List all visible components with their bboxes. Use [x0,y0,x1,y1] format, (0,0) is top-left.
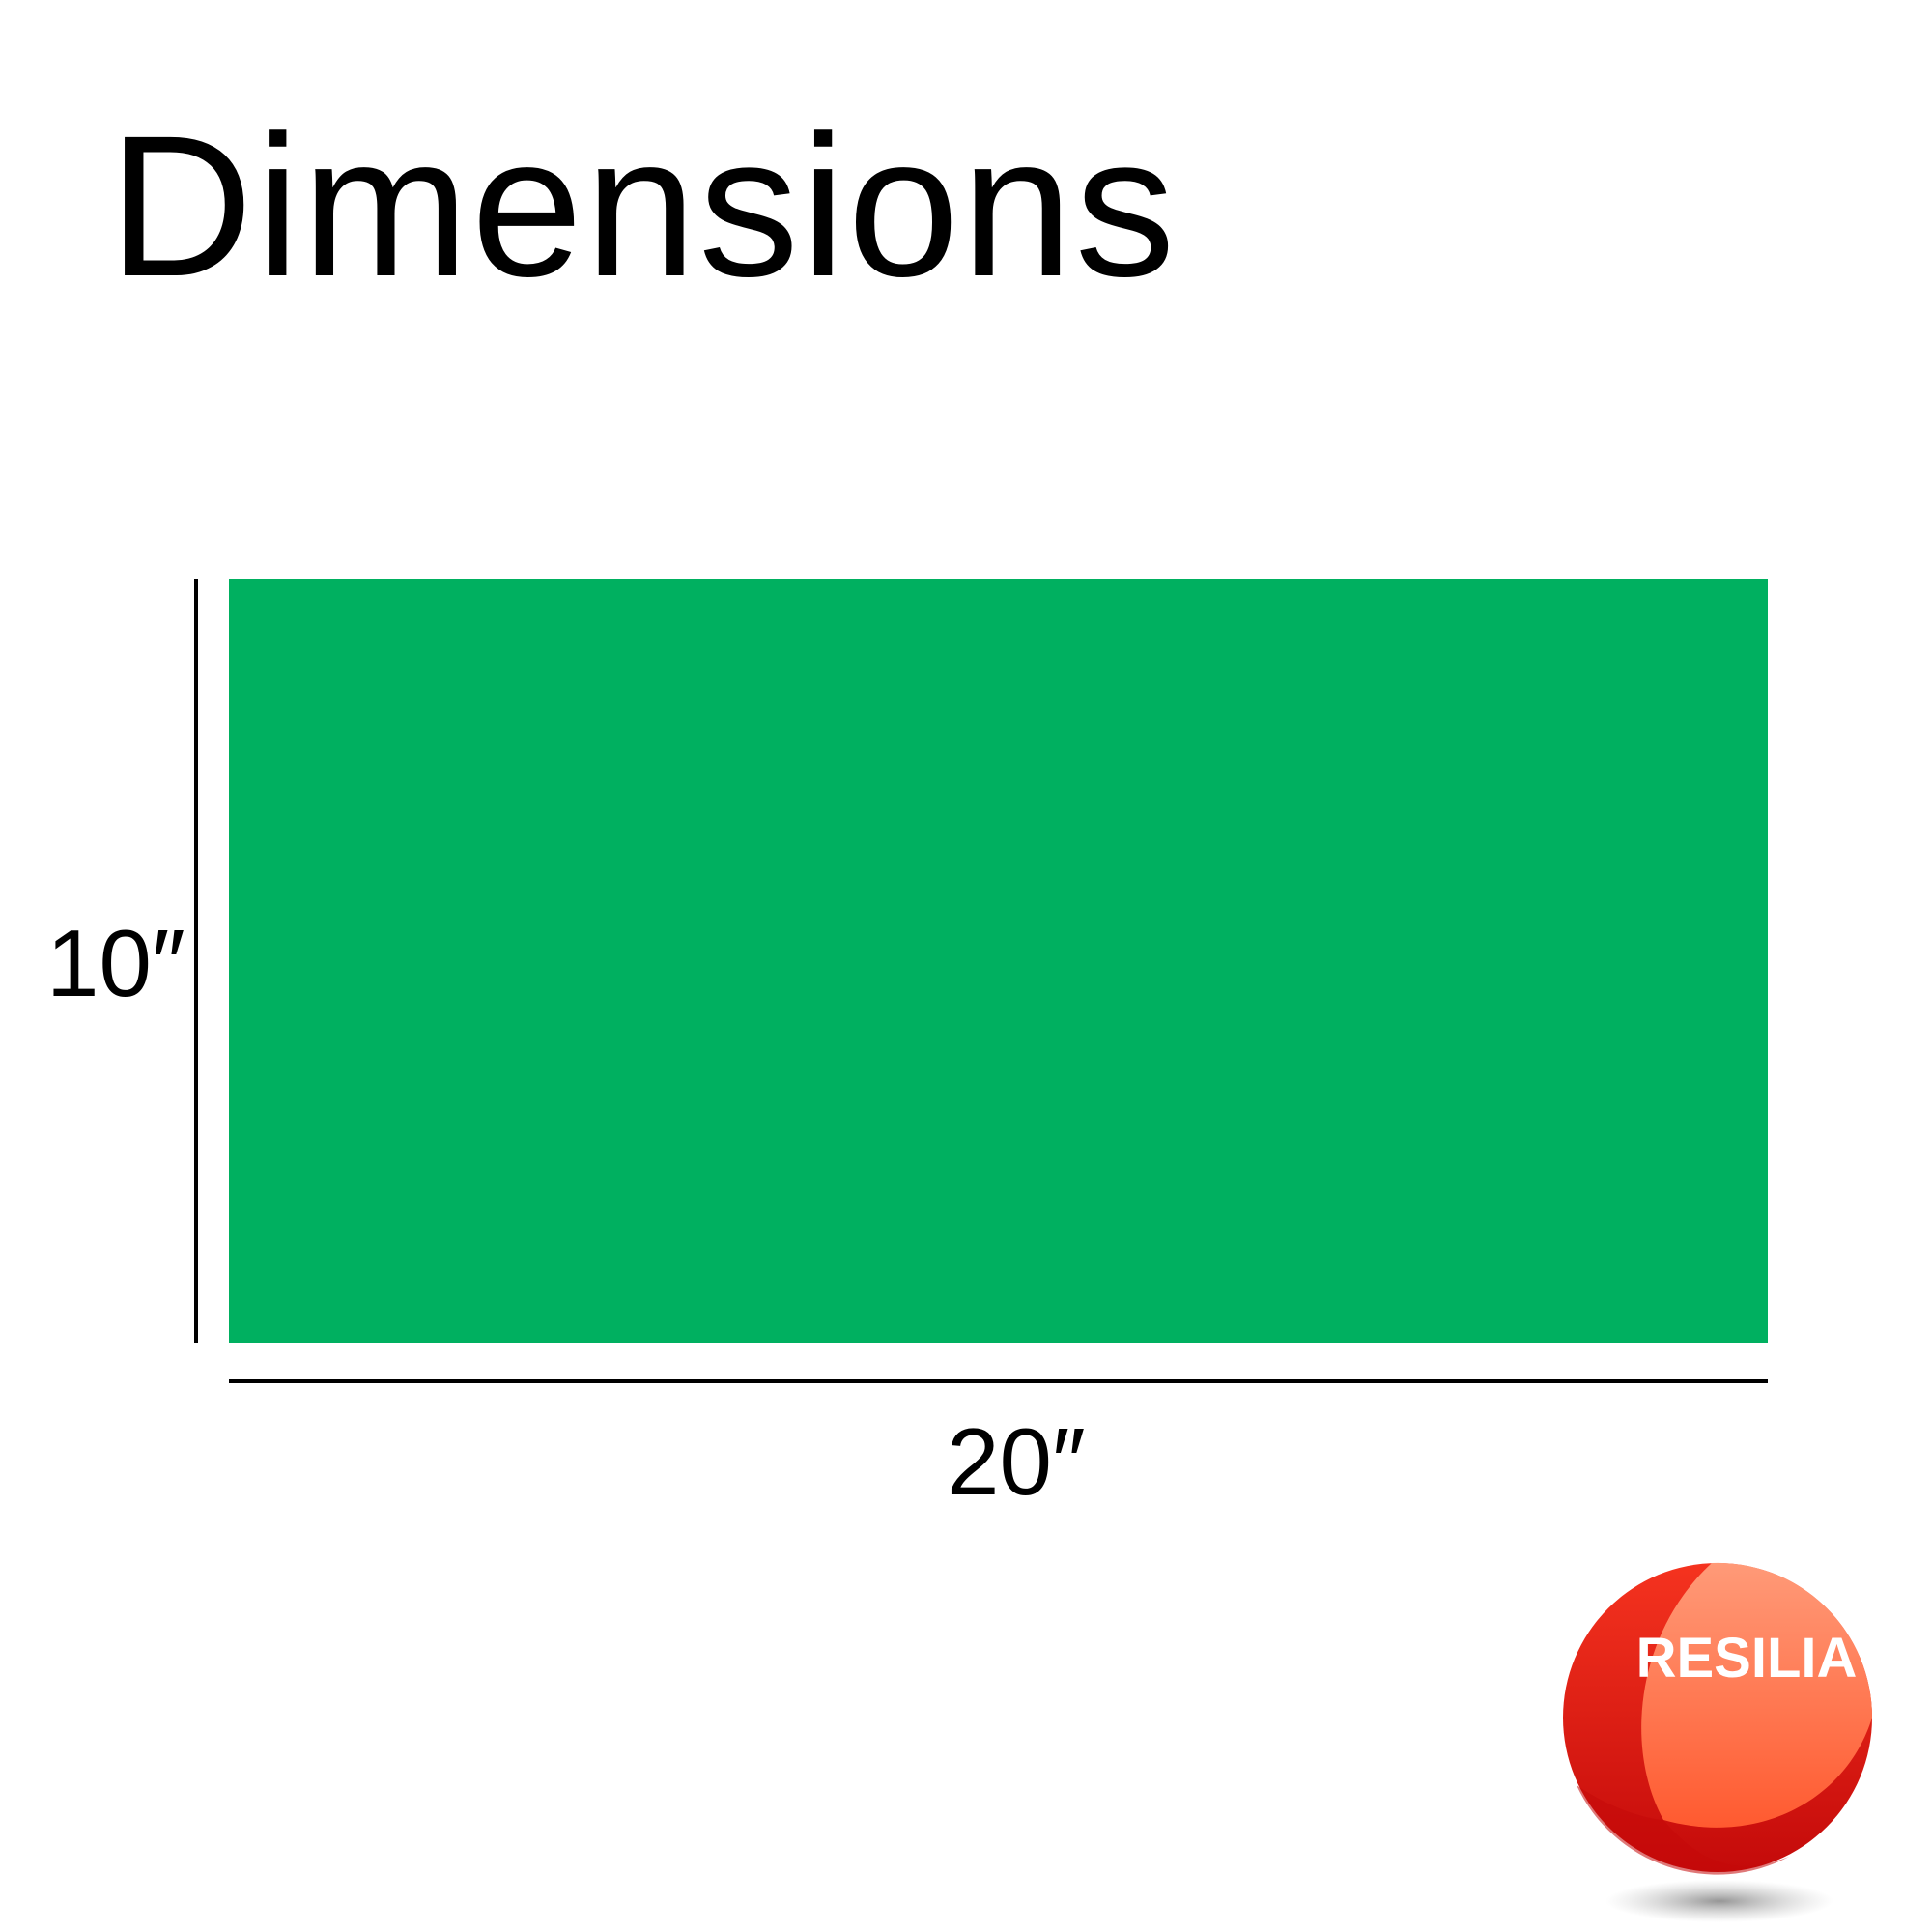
page-title: Dimensions [108,95,1178,319]
product-rectangle [229,579,1768,1343]
resilia-logo: RESILIA [1563,1562,1872,1922]
height-dimension-line [194,579,198,1343]
logo-shade [1577,1785,1789,1875]
logo-text: RESILIA [1636,1627,1858,1690]
logo-shadow [1605,1880,1833,1922]
logo-highlight [1641,1562,1872,1828]
width-label: 20″ [947,1408,1086,1515]
width-dimension-line [229,1379,1768,1383]
height-label: 10″ [46,910,185,1016]
